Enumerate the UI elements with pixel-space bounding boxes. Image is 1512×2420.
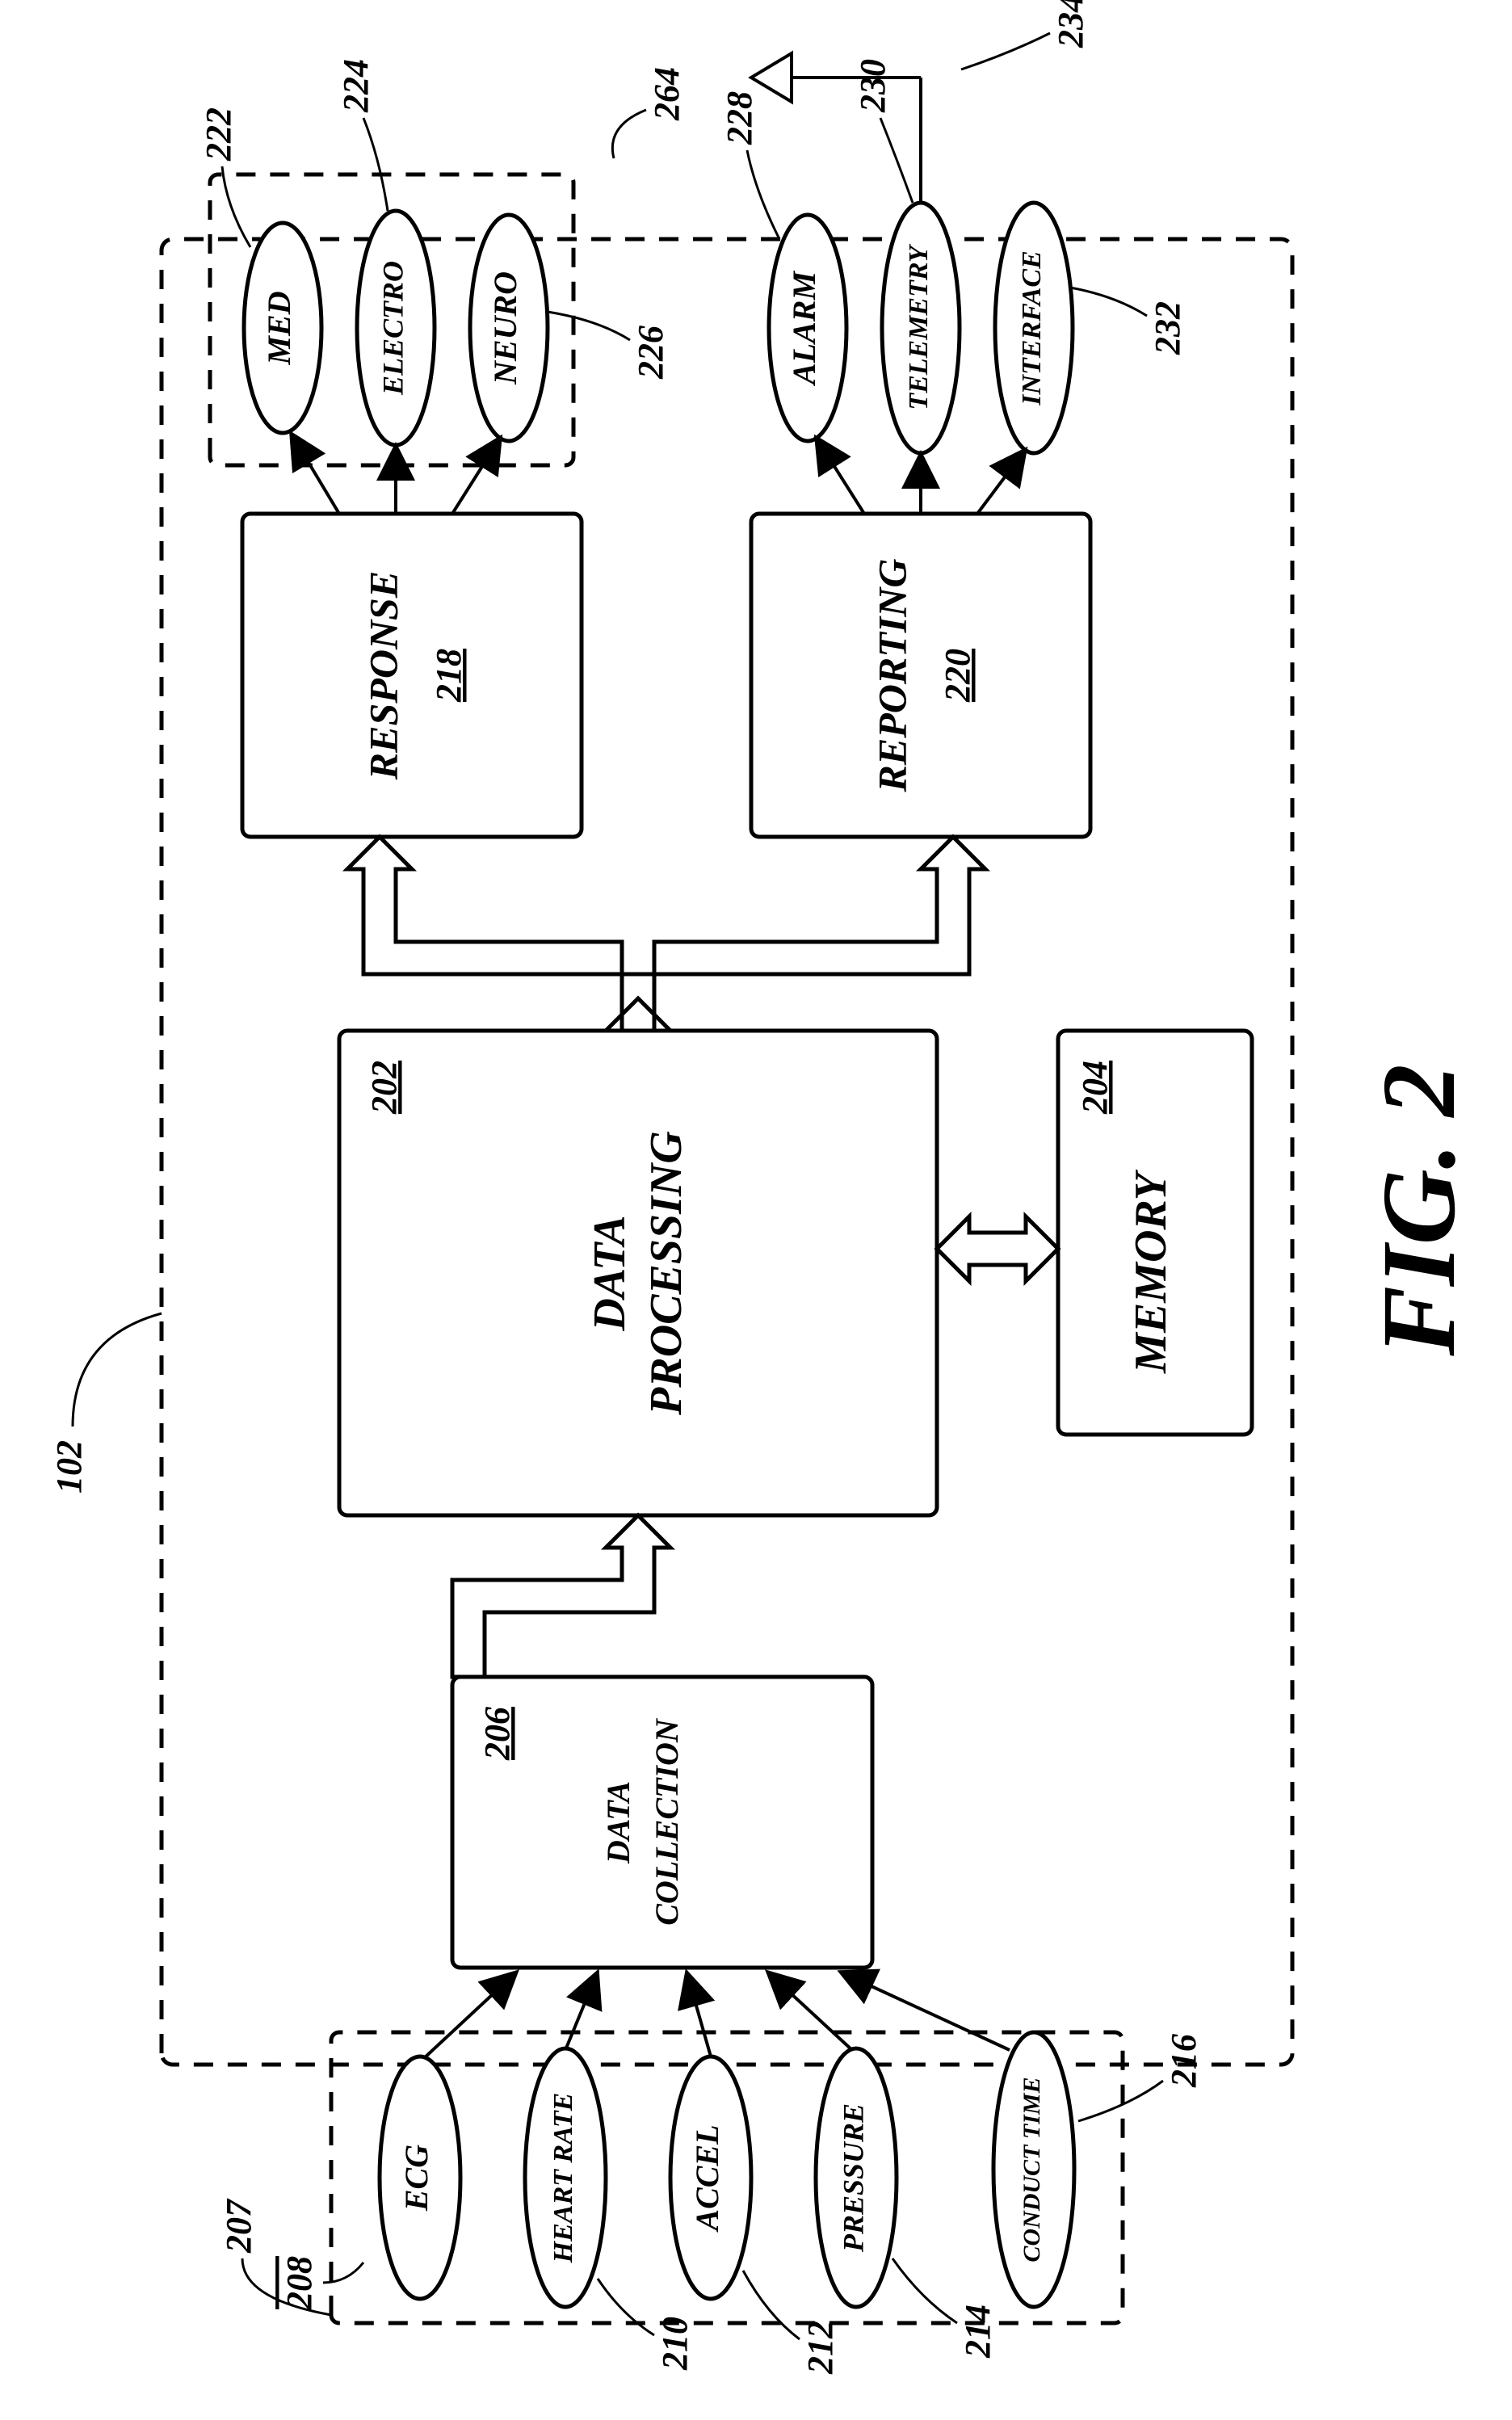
out-telemetry: TELEMETRY [882, 203, 960, 453]
leader-228 [747, 150, 779, 239]
arrow-dp-memory [937, 1216, 1058, 1281]
sensor-pressure: PRESSURE [816, 2048, 897, 2307]
sensor-conduct-time: CONDUCT TIME [993, 2032, 1074, 2307]
label-alarm: ALARM [786, 271, 822, 387]
ref-208: 208 [279, 2256, 319, 2310]
label-memory: MEMORY [1126, 1169, 1176, 1374]
out-interface: INTERFACE [995, 203, 1073, 453]
label-pressure: PRESSURE [837, 2103, 869, 2253]
ref-212: 212 [800, 2321, 840, 2375]
arrow-rep-alarm [816, 437, 864, 514]
ref-204: 204 [1075, 1061, 1115, 1115]
leader-214 [892, 2258, 957, 2323]
ref-226: 226 [631, 326, 670, 380]
label-interface: INTERFACE [1017, 250, 1047, 406]
label-accel: ACCEL [689, 2124, 725, 2233]
label-reporting: REPORTING [869, 559, 914, 793]
sensor-ecg: ECG [380, 2057, 460, 2299]
label-med: MED [261, 291, 297, 365]
sensor-accel: ACCEL [670, 2057, 751, 2299]
ref-234: 234 [1051, 0, 1090, 48]
leader-230 [880, 118, 913, 203]
out-neuro: NEURO [470, 215, 548, 441]
ref-206: 206 [477, 1707, 517, 1761]
arrow-resp-neuro [452, 437, 501, 514]
arrow-dp-fork [347, 837, 985, 1031]
label-dp-1: DATA [585, 1215, 635, 1331]
leader-226 [548, 312, 630, 340]
ref-218: 218 [429, 649, 468, 703]
leader-264 [612, 110, 646, 158]
leader-102 [73, 1313, 162, 1426]
ref-210: 210 [655, 2317, 695, 2371]
ref-264: 264 [647, 67, 687, 121]
arrow-ct [840, 1972, 1010, 2050]
figure-label: FIG. 2 [1361, 1064, 1477, 1356]
arrow-dc-dp [452, 1515, 670, 1677]
arrow-press [767, 1972, 852, 2050]
ref-102: 102 [49, 1440, 89, 1494]
label-dp-2: PROCESSING [641, 1131, 691, 1416]
ref-228: 228 [720, 91, 759, 145]
ref-224: 224 [336, 59, 376, 113]
out-alarm: ALARM [769, 215, 846, 441]
diagram-canvas: 102 207 ECG HEART RATE ACCEL PRESSURE CO… [0, 0, 1512, 2420]
ref-202: 202 [364, 1061, 404, 1115]
label-neuro: NEURO [487, 271, 523, 385]
out-med: MED [244, 223, 321, 433]
label-conduct-time: CONDUCT TIME [1018, 2077, 1045, 2262]
ref-232: 232 [1148, 301, 1187, 355]
arrow-ecg [424, 1972, 517, 2058]
leader-212 [743, 2271, 800, 2339]
label-ecg: ECG [398, 2145, 435, 2212]
sensor-heartrate: HEART RATE [525, 2048, 606, 2307]
label-data-collection-2: COLLECTION [649, 1717, 685, 1926]
arrow-rep-int [977, 449, 1026, 514]
arrow-hr [565, 1972, 598, 2050]
leader-234 [961, 33, 1050, 69]
arrow-accel [687, 1972, 711, 2057]
ref-207: 207 [219, 2198, 258, 2254]
leader-222 [222, 166, 250, 247]
ref-214: 214 [958, 2304, 998, 2359]
label-data-collection-1: DATA [600, 1781, 636, 1864]
box-reporting [751, 514, 1090, 837]
ref-220: 220 [938, 649, 977, 703]
ref-216: 216 [1164, 2034, 1203, 2088]
ref-222: 222 [199, 107, 238, 162]
label-heartrate: HEART RATE [548, 2093, 578, 2264]
label-telemetry: TELEMETRY [904, 243, 934, 410]
arrow-resp-med [291, 433, 339, 514]
label-electro: ELECTRO [376, 261, 409, 396]
leader-232 [1070, 288, 1147, 316]
out-electro: ELECTRO [357, 211, 435, 445]
box-response [242, 514, 582, 837]
leader-224 [363, 118, 388, 211]
box-data-processing [339, 1031, 937, 1515]
ref-230: 230 [853, 59, 892, 113]
leader-210 [598, 2279, 654, 2335]
label-response: RESPONSE [360, 571, 405, 780]
